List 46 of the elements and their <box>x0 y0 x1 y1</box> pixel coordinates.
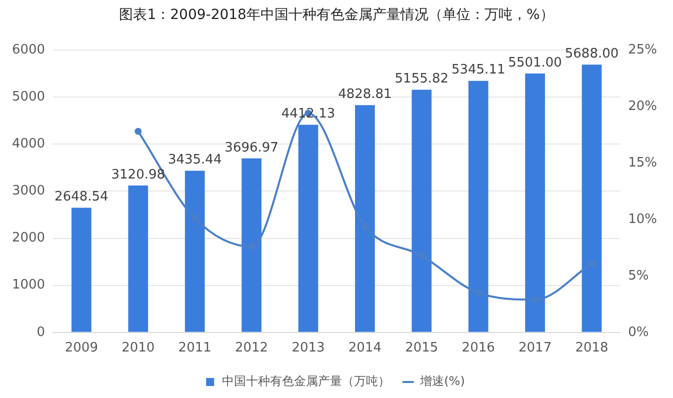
y-tick-label: 2000 <box>12 230 46 246</box>
x-tick-label: 2015 <box>405 340 438 356</box>
data-label: 3696.97 <box>224 140 278 156</box>
x-tick-label: 2009 <box>64 340 98 356</box>
point <box>134 128 142 135</box>
x-tick-label: 2018 <box>575 340 608 356</box>
data-label: 3435.44 <box>168 152 222 168</box>
y2-tick-label: 0% <box>628 324 649 340</box>
y-tick-label: 3000 <box>12 184 46 199</box>
x-tick-label: 2011 <box>178 340 212 356</box>
bar <box>242 158 262 332</box>
bar <box>128 186 148 332</box>
bar <box>525 73 545 332</box>
y2-tick-label: 20% <box>628 98 658 114</box>
y-tick-label: 0 <box>36 324 46 340</box>
x-tick-label: 2013 <box>292 340 325 356</box>
y-tick-label: 4000 <box>12 136 46 152</box>
data-label: 4828.81 <box>338 87 392 102</box>
y-tick-label: 1000 <box>12 278 46 293</box>
legend-label: 增速(%) <box>419 374 465 388</box>
x-tick-label: 2012 <box>234 340 268 356</box>
chart-title: 图表1：2009-2018年中国十种有色金属产量情况（单位：万吨，%） <box>118 6 555 24</box>
data-label: 3120.98 <box>111 167 166 182</box>
x-tick-label: 2014 <box>348 340 382 356</box>
x-tick-label: 2010 <box>122 340 155 356</box>
data-label: 5688.00 <box>564 46 619 62</box>
bar <box>72 208 92 332</box>
y-tick-label: 5000 <box>12 89 46 104</box>
bar <box>298 124 318 332</box>
bar <box>355 105 375 332</box>
bar <box>412 90 432 332</box>
y-tick-label: 6000 <box>12 42 46 58</box>
y2-tick-label: 10% <box>628 212 658 227</box>
y2-tick-label: 25% <box>628 42 658 58</box>
data-label: 2648.54 <box>54 190 108 205</box>
data-label: 5501.00 <box>508 55 562 70</box>
bar <box>184 170 205 332</box>
bar <box>582 64 602 332</box>
y2-tick-label: 15% <box>628 155 658 170</box>
x-tick-label: 2017 <box>518 340 552 356</box>
legend-label: 中国十种有色金属产量（万吨） <box>222 374 390 388</box>
data-label: 5345.11 <box>451 62 506 78</box>
data-label: 5155.82 <box>394 72 449 87</box>
x-tick-label: 2016 <box>462 340 495 356</box>
y2-tick-label: 5% <box>628 268 649 284</box>
bar <box>468 80 488 332</box>
